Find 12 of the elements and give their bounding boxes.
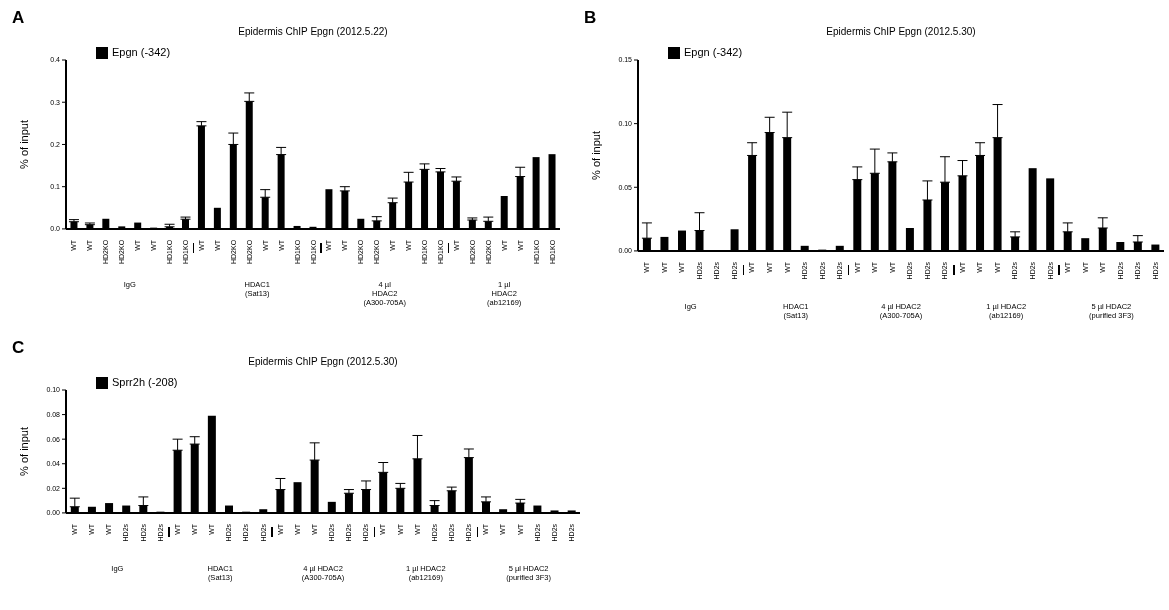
- legend-label: Sprr2h (-208): [112, 376, 178, 388]
- y-axis-title: % of input: [589, 130, 602, 180]
- legend-label: Epgn (-342): [112, 46, 171, 58]
- y-axis-title: % of input: [17, 119, 30, 169]
- text: B: [584, 8, 597, 28]
- text: C: [12, 338, 25, 358]
- chart-title: Epidermis ChIP Epgn (2012.5.30): [247, 356, 399, 367]
- legend-label: Epgn (-342): [684, 46, 743, 58]
- chart-title: Epidermis ChIP Epgn (2012.5.30): [825, 26, 977, 37]
- text: A: [12, 8, 25, 28]
- chart-title: Epidermis ChIP Epgn (2012.5.22): [237, 26, 389, 37]
- y-axis-title: % of input: [17, 426, 30, 476]
